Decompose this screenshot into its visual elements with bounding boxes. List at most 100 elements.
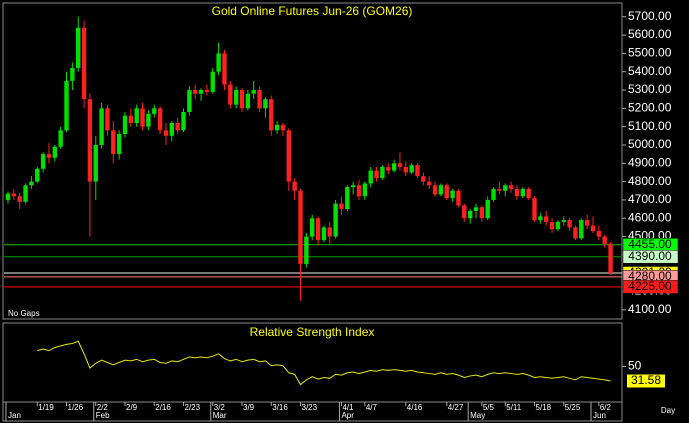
candle-body bbox=[193, 90, 198, 94]
candle-body bbox=[350, 185, 356, 188]
candle-body bbox=[409, 165, 414, 173]
candle-body bbox=[122, 115, 128, 134]
candle-body bbox=[479, 207, 485, 219]
candle-body bbox=[81, 27, 87, 100]
month-label: Jun bbox=[593, 411, 606, 420]
candle-body bbox=[286, 130, 291, 182]
candle-body bbox=[228, 84, 233, 105]
candle-body bbox=[456, 190, 461, 206]
y-tick-label: 4600.00 bbox=[628, 210, 672, 224]
candle-body bbox=[298, 190, 303, 265]
x-tick-label: 2/16 bbox=[155, 403, 171, 412]
candle-body bbox=[245, 93, 251, 109]
candle-body bbox=[514, 188, 520, 197]
candle-body bbox=[532, 198, 537, 221]
candle-body bbox=[99, 108, 104, 145]
x-tick-label: 3/9 bbox=[243, 403, 255, 412]
candle-body bbox=[76, 27, 81, 69]
y-tick-label: 4100.00 bbox=[628, 302, 672, 316]
candle-body bbox=[5, 193, 11, 200]
candle-body bbox=[52, 146, 57, 158]
price-panel bbox=[2, 2, 623, 320]
candle-body bbox=[573, 227, 578, 239]
candle-body bbox=[432, 185, 438, 195]
candle-body bbox=[93, 144, 98, 182]
x-tick-label: 3/2 bbox=[214, 403, 226, 412]
x-tick-label: 5/5 bbox=[483, 403, 495, 412]
candle-body bbox=[315, 218, 321, 241]
candle-body bbox=[386, 166, 391, 171]
candle-body bbox=[216, 53, 221, 72]
candle-body bbox=[549, 221, 555, 230]
candle-body bbox=[473, 207, 479, 211]
candle-body bbox=[251, 90, 256, 94]
candle-body bbox=[111, 130, 116, 155]
x-tick-label: 5/11 bbox=[506, 403, 522, 412]
candle-body bbox=[263, 99, 268, 109]
y-tick-label: 4700.00 bbox=[628, 192, 672, 206]
candle-body bbox=[596, 231, 602, 237]
candle-body bbox=[163, 130, 169, 136]
candle-body bbox=[339, 203, 344, 210]
candle-body bbox=[415, 165, 420, 177]
y-tick-label: 5000.00 bbox=[628, 137, 672, 151]
candle-body bbox=[427, 181, 432, 186]
chart-title: Gold Online Futures Jun-26 (GOM26) bbox=[212, 4, 413, 18]
x-tick-label: 5/18 bbox=[536, 403, 552, 412]
price-box-label: 4225.00 bbox=[628, 279, 672, 293]
rsi-line bbox=[37, 340, 611, 386]
candle-body bbox=[233, 90, 239, 105]
candle-body bbox=[181, 111, 186, 131]
candle-body bbox=[321, 227, 327, 241]
y-tick-label: 4800.00 bbox=[628, 174, 672, 188]
candle-body bbox=[140, 108, 145, 127]
candle-body bbox=[579, 220, 584, 239]
candle-body bbox=[169, 122, 174, 136]
candle-body bbox=[310, 218, 315, 237]
candle-body bbox=[64, 80, 69, 131]
candle-body bbox=[345, 187, 350, 210]
candle-body bbox=[608, 243, 613, 273]
x-tick-label: 4/1 bbox=[342, 403, 354, 412]
candle-body bbox=[175, 122, 180, 131]
candle-body bbox=[602, 236, 607, 244]
x-tick-label: 1/19 bbox=[38, 403, 54, 412]
y-tick-label: 5200.00 bbox=[628, 101, 672, 115]
month-label: Apr bbox=[341, 411, 354, 420]
price-box-label: 4280.00 bbox=[628, 269, 672, 283]
y-tick-label: 5500.00 bbox=[628, 46, 672, 60]
candle-body bbox=[462, 205, 467, 219]
month-label: Jan bbox=[8, 411, 21, 420]
x-tick-label: 3/16 bbox=[272, 403, 288, 412]
candle-body bbox=[397, 163, 403, 167]
candle-body bbox=[374, 170, 379, 178]
candle-body bbox=[555, 221, 561, 230]
candle-body bbox=[46, 154, 52, 158]
y-tick-label: 5100.00 bbox=[628, 119, 672, 133]
candle-body bbox=[210, 71, 215, 92]
price-box-label: 4390.00 bbox=[628, 249, 672, 263]
candle-body bbox=[198, 90, 204, 94]
candle-body bbox=[23, 185, 28, 202]
candle-body bbox=[503, 185, 508, 191]
candle-body bbox=[368, 170, 373, 184]
candle-body bbox=[152, 108, 157, 114]
candle-body bbox=[35, 168, 40, 182]
candle-body bbox=[187, 90, 192, 112]
x-tick-label: 4/27 bbox=[448, 403, 464, 412]
x-tick-label: 5/25 bbox=[565, 403, 581, 412]
x-tick-label: 2/23 bbox=[185, 403, 201, 412]
candle-body bbox=[17, 196, 22, 202]
month-label: Mar bbox=[213, 411, 227, 420]
candle-body bbox=[356, 185, 362, 197]
rsi-title: Relative Strength Index bbox=[250, 325, 375, 339]
candle-body bbox=[584, 220, 590, 226]
price-box bbox=[622, 249, 679, 264]
x-tick-label: 4/16 bbox=[407, 403, 423, 412]
candle-body bbox=[116, 133, 122, 155]
candle-body bbox=[421, 176, 426, 182]
y-tick-label: 5300.00 bbox=[628, 82, 672, 96]
y-tick-label: 50 bbox=[628, 359, 642, 373]
x-tick-label: 4/7 bbox=[366, 403, 378, 412]
